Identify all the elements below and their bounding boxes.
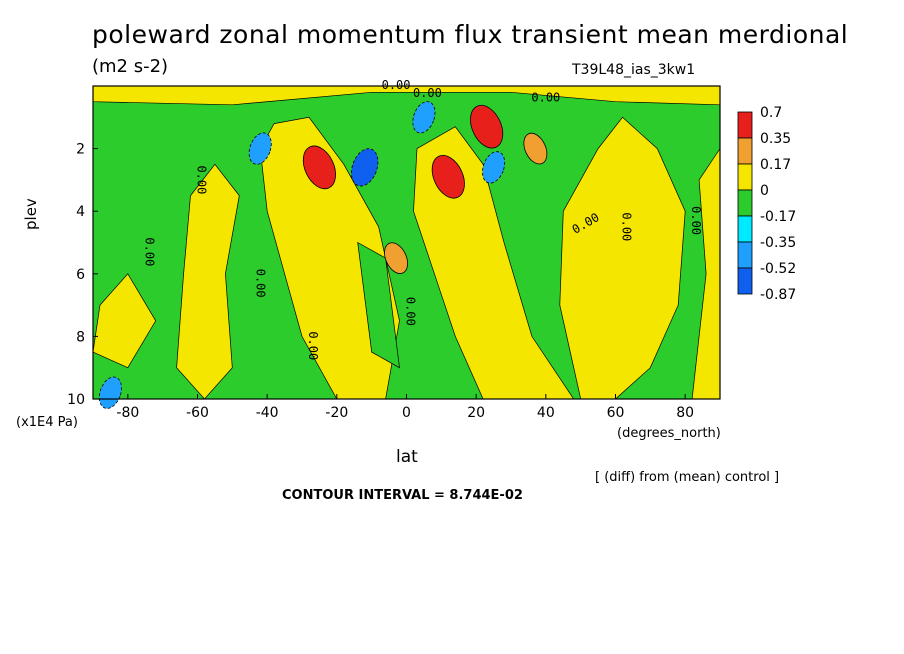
chart-units: (m2 s-2) — [92, 56, 169, 77]
colorbar-swatch — [737, 267, 753, 295]
contour-label-10: 0.00 — [689, 206, 703, 235]
anomaly-blob-1 — [384, 242, 408, 274]
contour-label-4: 0.00 — [142, 237, 156, 266]
contour-label-7: 0.00 — [404, 297, 418, 326]
anomaly-blob-8 — [248, 132, 272, 165]
colorbar-label: 0.7 — [760, 105, 782, 121]
colorbar-swatch — [737, 215, 753, 243]
anomaly-blob-6 — [523, 132, 548, 165]
x-tick-label: -80 — [116, 405, 139, 421]
y-tick-label: 10 — [67, 392, 85, 408]
region-equatorial — [357, 241, 400, 369]
contour-label-9: 0.00 — [619, 212, 633, 241]
colorbar-swatch — [737, 189, 753, 217]
region-sh-mid — [176, 163, 240, 400]
diff-note: [ (diff) from (mean) control ] — [595, 470, 780, 485]
anomaly-blob-0 — [302, 145, 336, 190]
colorbar-label: -0.35 — [760, 235, 796, 251]
x-axis-label: lat — [396, 447, 418, 467]
region-sh-polar — [92, 273, 157, 369]
y-tick-label: 8 — [76, 329, 85, 345]
colorbar-label: 0 — [760, 183, 769, 199]
y-axis-label: plev — [22, 198, 40, 230]
colorbar-label: -0.52 — [760, 261, 796, 277]
contour-label-1: 0.00 — [413, 86, 442, 100]
x-tick-label: -60 — [186, 405, 209, 421]
colorbar-label: 0.17 — [760, 157, 791, 173]
contour-label-5: 0.00 — [254, 269, 268, 298]
contour-label-2: 0.00 — [531, 91, 560, 105]
region-nh-mid — [559, 116, 686, 400]
colorbar-swatch — [737, 137, 753, 165]
anomaly-blob-3 — [431, 155, 465, 199]
y-tick-label: 4 — [76, 204, 85, 220]
x-axis-unit: (degrees_north) — [617, 426, 721, 441]
anomaly-blob-9 — [98, 376, 122, 409]
anomaly-blob-7 — [482, 151, 506, 184]
anomaly-blob-5 — [470, 104, 504, 149]
chart-title: poleward zonal momentum flux transient m… — [92, 20, 849, 49]
colorbar-swatch — [737, 163, 753, 191]
contour-interval: CONTOUR INTERVAL = 8.744E-02 — [282, 488, 523, 503]
colorbar-label: 0.35 — [760, 131, 791, 147]
colorbar-label: -0.87 — [760, 287, 796, 303]
run-id: T39L48_ias_3kw1 — [572, 62, 696, 78]
x-tick-label: 80 — [676, 405, 694, 421]
contour-label-3: 0.00 — [195, 165, 209, 194]
colorbar-swatch — [737, 241, 753, 269]
x-tick-label: 20 — [467, 405, 485, 421]
y-tick-label: 2 — [76, 142, 85, 158]
x-tick-label: 60 — [607, 405, 625, 421]
x-tick-label: 40 — [537, 405, 555, 421]
x-tick-label: -20 — [325, 405, 348, 421]
y-axis-unit: (x1E4 Pa) — [16, 415, 78, 430]
x-tick-label: 0 — [402, 405, 411, 421]
colorbar-swatch — [737, 111, 753, 139]
y-tick-label: 6 — [76, 267, 85, 283]
contour-label-0: 0.00 — [382, 78, 411, 92]
contour-label-6: 0.00 — [306, 331, 320, 360]
colorbar-label: -0.17 — [760, 209, 796, 225]
x-tick-label: -40 — [256, 405, 279, 421]
